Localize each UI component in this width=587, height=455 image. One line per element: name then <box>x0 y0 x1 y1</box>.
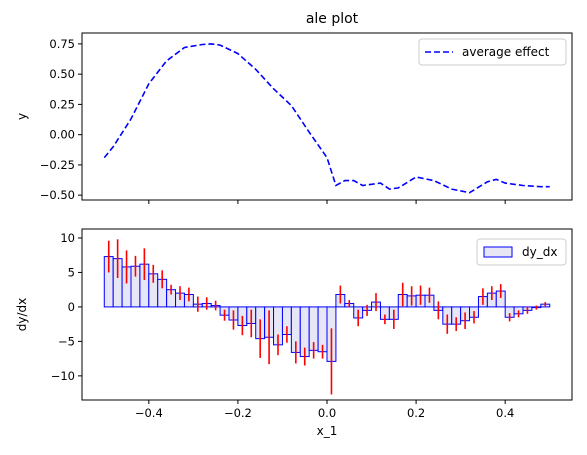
legend-box <box>476 238 567 266</box>
x-tick-label: −0.2 <box>224 406 252 420</box>
y-tick-label: −5 <box>58 334 75 348</box>
x-tick-label: −0.4 <box>135 406 163 420</box>
y-tick-label: −0.25 <box>40 158 75 172</box>
y-tick-label: 0.50 <box>49 67 75 81</box>
y-tick-label: −0.50 <box>40 188 75 202</box>
x-tick-label: 0.4 <box>496 406 514 420</box>
y-tick-label: 0.00 <box>49 128 75 142</box>
bottom-legend: dy_dx <box>476 238 567 266</box>
x-axis-label: x_1 <box>317 424 338 438</box>
x-tick-label: 0.0 <box>318 406 336 420</box>
y-tick-label: 10 <box>60 231 75 245</box>
y-tick-label: 0.75 <box>49 37 75 51</box>
top-chart-title: ale plot <box>306 11 359 27</box>
legend-box <box>418 38 567 66</box>
top-plot: 0.75 0.50 0.25 0.00 −0.25 −0.50 y average effec… <box>15 32 573 204</box>
y-axis-label: y <box>15 113 29 120</box>
average-effect-line <box>103 43 550 194</box>
y-tick-label: 0 <box>68 300 75 314</box>
y-tick-label: 0.25 <box>49 97 75 111</box>
y-axis-label: dy/dx <box>15 298 29 331</box>
y-tick-label: −10 <box>51 369 75 383</box>
x-tick-label: 0.2 <box>407 406 425 420</box>
legend-bar-swatch <box>483 246 513 258</box>
legend-label: average effect <box>462 45 550 59</box>
top-legend: average effect <box>418 38 567 66</box>
plot-frame <box>81 32 573 201</box>
bottom-plot: 10 5 0 −5 −10 −0.4 −0.2 0.0 0.2 0.4 dy/dx x_1 dy_dx <box>15 228 573 438</box>
y-tick-label: 5 <box>68 265 75 279</box>
plot-frame <box>81 228 573 401</box>
legend-label: dy_dx <box>522 245 557 259</box>
